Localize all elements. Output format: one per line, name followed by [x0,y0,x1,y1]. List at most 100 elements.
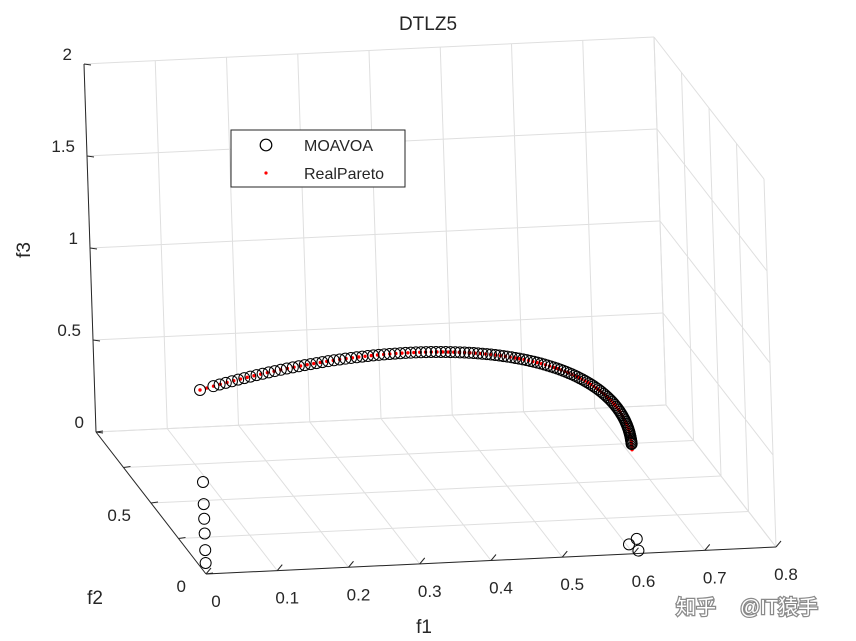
moavoa-point [199,556,212,569]
watermark-brand: 知乎 [676,596,716,619]
moavoa-series [194,345,645,569]
realpareto-point [245,375,249,380]
moavoa-point [286,361,299,374]
moavoa-point [225,375,238,388]
x-tick-mark [704,544,711,551]
moavoa-point [458,346,471,359]
moavoa-point [198,527,211,540]
moavoa-point [298,359,311,372]
moavoa-point [489,349,502,362]
realpareto-point [446,350,450,354]
moavoa-point [632,544,645,557]
moavoa-point [268,365,281,378]
moavoa-point [480,348,493,361]
moavoa-point [280,362,293,375]
x-tick-label: 0 [211,592,220,611]
moavoa-point [520,354,533,367]
moavoa-point [256,367,269,380]
realpareto-point [198,388,202,392]
legend: MOAVOA RealPareto [230,129,406,188]
moavoa-point [304,358,317,371]
moavoa-point [513,352,526,365]
moavoa-point [414,346,427,359]
moavoa-point [485,348,498,361]
y-tick-mark [178,537,186,539]
moavoa-point [493,349,506,362]
x-axis-label: f1 [416,617,432,638]
moavoa-point [197,476,209,488]
x-tick-mark [775,540,782,548]
x-tick-mark [348,560,354,568]
moavoa-point [439,345,452,358]
moavoa-point [322,355,335,368]
grid-line-back-z [83,36,655,65]
x-tick-label: 0.6 [632,572,656,591]
moavoa-point [622,538,635,551]
z-tick-mark [89,247,98,250]
moavoa-point [429,345,442,358]
moavoa-point [571,370,584,383]
moavoa-point [517,353,530,366]
moavoa-point [198,512,211,525]
x-tick-label: 0.1 [275,589,299,608]
realpareto-point [238,377,243,381]
moavoa-point [274,363,287,376]
moavoa-point [472,347,485,360]
realpareto-point [312,361,316,366]
moavoa-point [594,384,607,397]
x-tick-label: 0.2 [347,585,371,604]
y-axis-label: f2 [87,588,103,609]
grid-line-back-z [92,312,664,341]
moavoa-point [339,352,352,365]
moavoa-point [292,360,305,373]
moavoa-point [262,366,275,379]
y-tick-mark [150,501,159,504]
x-tick-mark [490,554,497,561]
moavoa-point [449,346,462,359]
moavoa-point [425,346,438,359]
y-tick-label: 0.5 [107,506,131,525]
realpareto-point [305,362,309,367]
moavoa-point [497,350,510,363]
legend-label-realpareto: RealPareto [304,166,384,183]
y-tick-mark [123,466,131,468]
x-tick-mark [276,564,283,571]
z-tick-mark [83,63,92,66]
moavoa-point [199,544,212,557]
x-tick-mark [205,567,212,575]
moavoa-point [232,373,245,386]
moavoa-point [316,356,329,369]
realpareto-point [369,353,374,358]
moavoa-point [509,351,522,364]
z-tick-label: 2 [63,45,72,64]
moavoa-point [404,346,417,359]
y-tick-label: 0 [177,577,186,596]
moavoa-point [434,345,447,358]
moavoa-point [207,380,220,393]
realpareto-point [357,355,361,359]
grid-line-back-z [89,220,661,249]
moavoa-point [592,383,605,396]
z-tick-label: 1 [69,229,78,248]
moavoa-point [467,347,480,360]
grid-line-side-z [656,128,768,272]
z-tick-label: 0.5 [57,321,81,340]
legend-marker-moavoa [259,138,273,152]
grid-line-side-z [662,312,774,456]
grid-line-side-z [665,404,777,548]
grid-line-back-z [95,404,667,433]
watermark: 知乎 @IT猿手 [675,595,820,621]
legend-label-moavoa: MOAVOA [304,138,373,155]
moavoa-point [327,354,340,367]
moavoa-point [197,498,210,511]
x-tick-mark [633,547,639,555]
moavoa-point [194,384,206,396]
y-tick-mark [205,572,214,575]
moavoa-point [501,350,514,363]
moavoa-point [607,397,620,410]
x-tick-label: 0.8 [774,565,798,584]
grid-line-floor-y [150,475,722,504]
realpareto-point [412,350,416,355]
